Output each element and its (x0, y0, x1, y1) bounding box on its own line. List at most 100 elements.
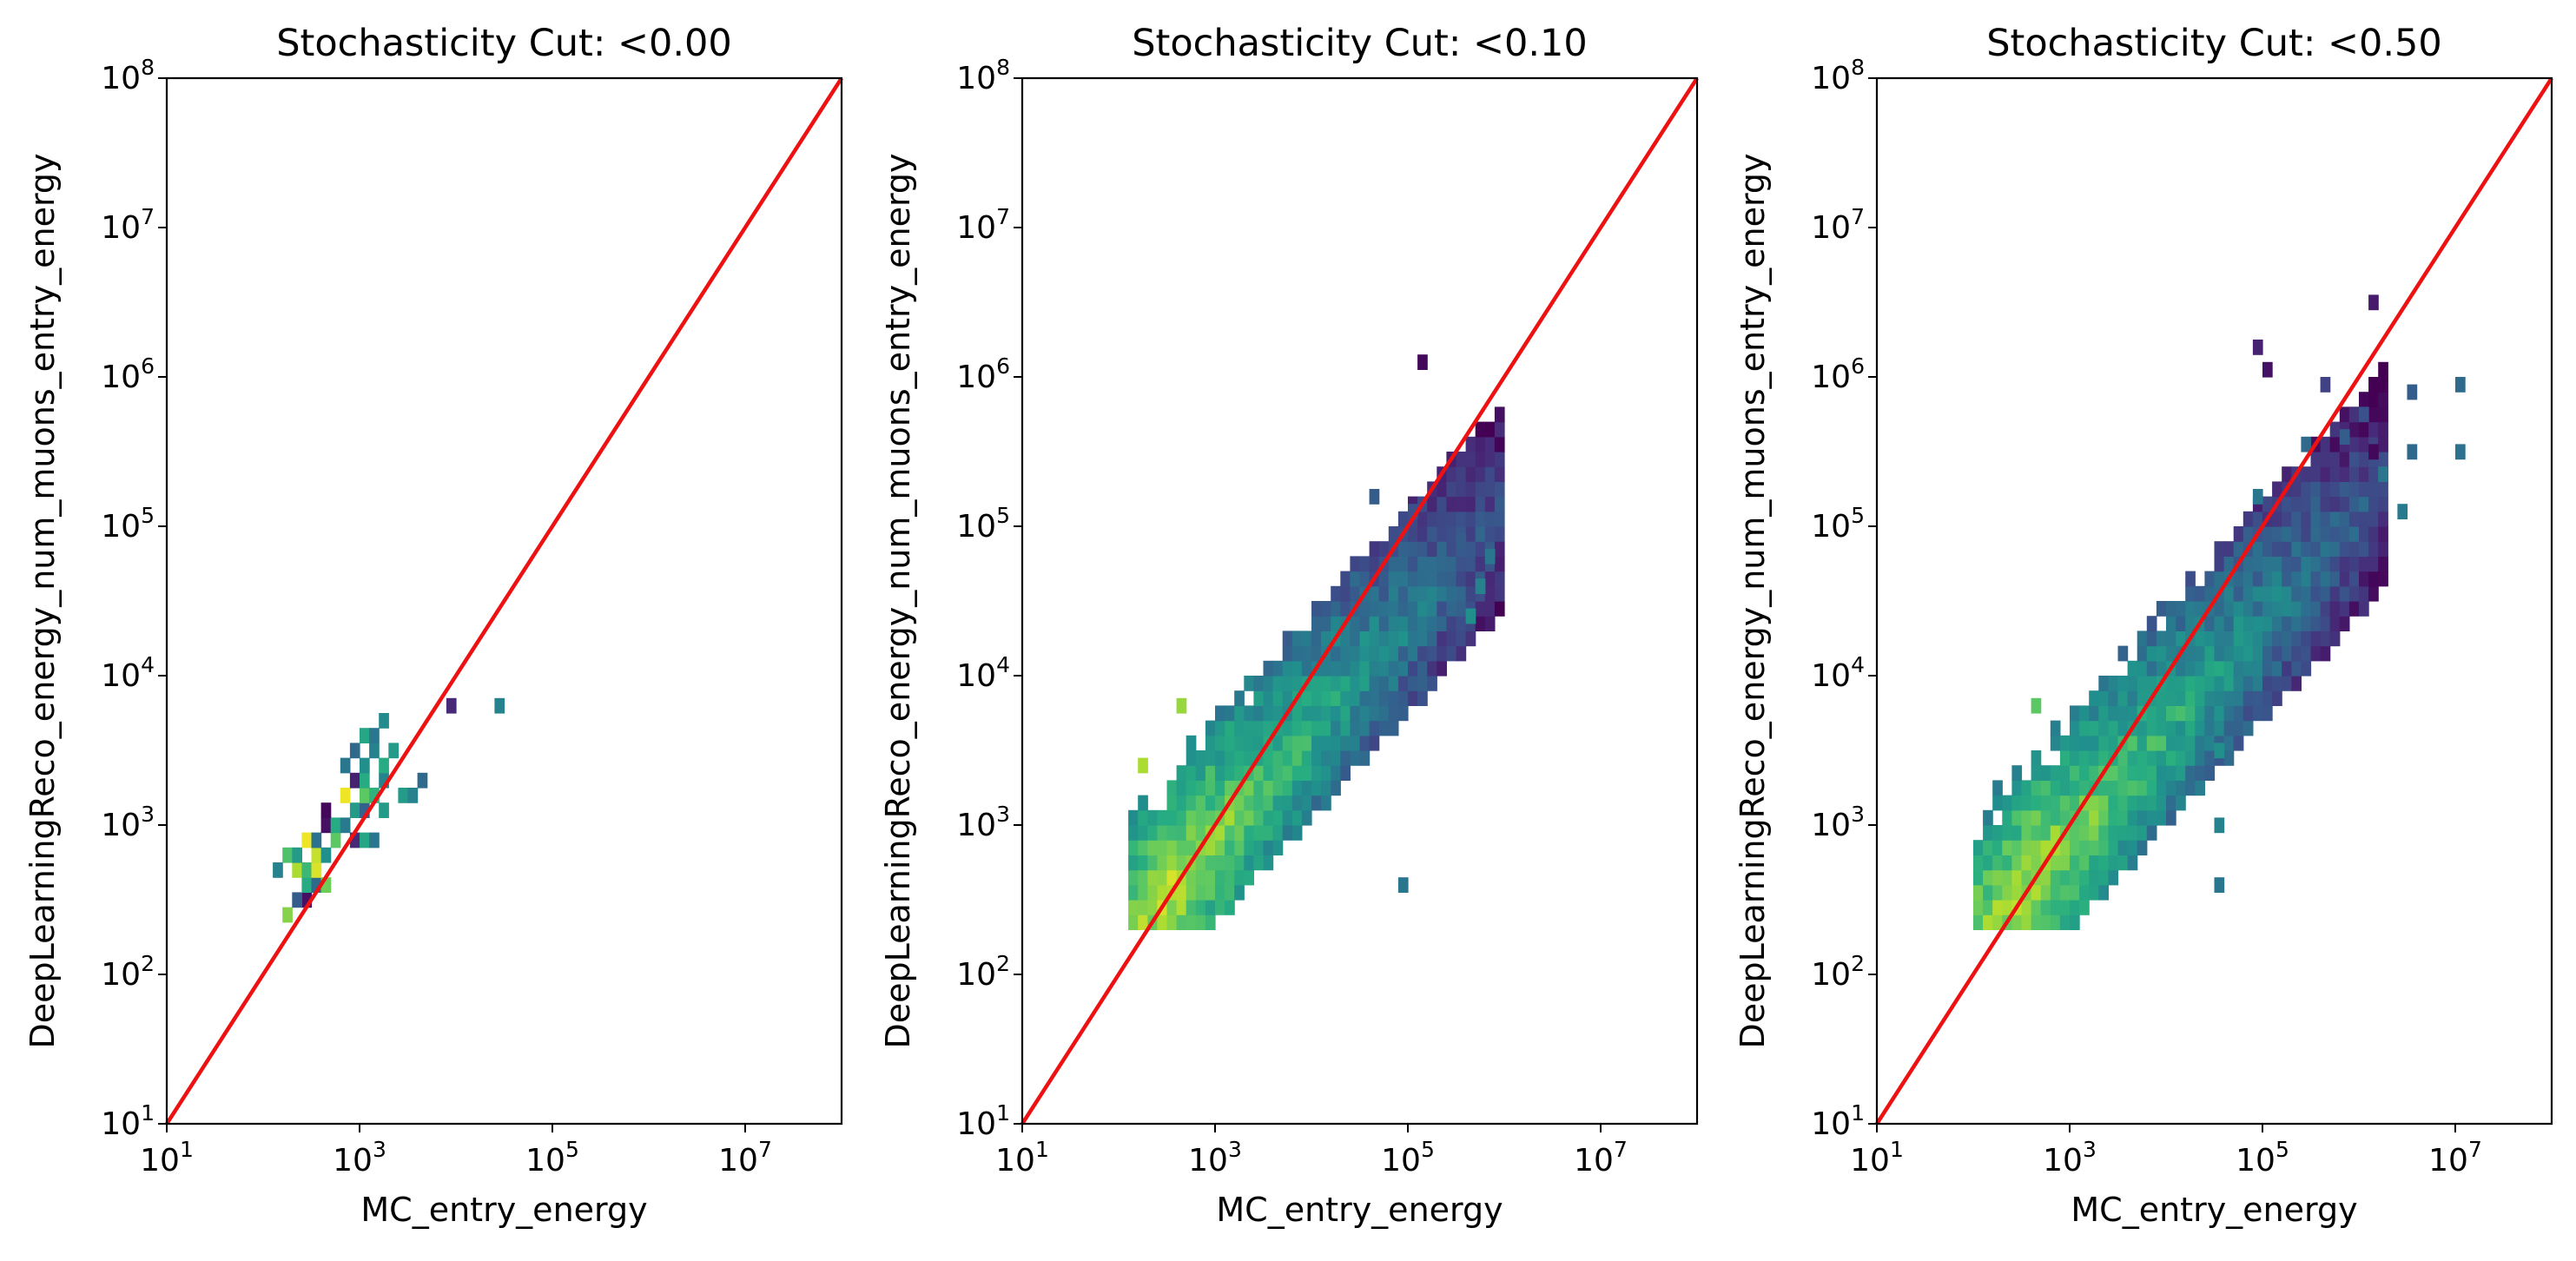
heatmap-cell (1244, 750, 1254, 766)
heatmap-cell (1311, 765, 1322, 781)
heatmap-cell (1350, 645, 1361, 662)
heatmap-cell (1340, 601, 1351, 617)
heatmap-cell (2368, 421, 2379, 438)
heatmap-cell (2214, 817, 2225, 834)
heatmap-cell (2320, 452, 2331, 467)
heatmap-cell (2320, 466, 2331, 482)
heatmap-cell (1397, 645, 1409, 662)
heatmap-cell (2070, 720, 2080, 736)
heatmap-cell (2098, 735, 2109, 751)
heatmap-cell (1263, 690, 1274, 706)
heatmap-cell (2262, 556, 2273, 572)
heatmap-cell (1321, 720, 1331, 736)
heatmap-cell (1475, 616, 1486, 631)
heatmap-cell (1408, 616, 1418, 631)
heatmap-cell (1138, 914, 1148, 930)
heatmap-cell (1253, 690, 1265, 706)
heatmap-cell (1397, 660, 1409, 677)
heatmap-cell (1494, 436, 1505, 452)
heatmap-cell (2223, 585, 2235, 602)
heatmap-cell (1205, 900, 1216, 915)
heatmap-cell (340, 817, 351, 834)
heatmap-cell (2204, 750, 2216, 766)
heatmap-cell (2301, 571, 2312, 587)
heatmap-cell (2204, 645, 2216, 662)
heatmap-cell (2108, 735, 2119, 751)
heatmap-cell (2002, 825, 2012, 841)
heatmap-cell (1195, 825, 1206, 841)
heatmap-cell (1225, 705, 1235, 722)
heatmap-cell (1331, 616, 1341, 631)
heatmap-cell (2156, 645, 2167, 662)
heatmap-cell (2272, 526, 2282, 542)
heatmap-cell (1992, 884, 2003, 901)
heatmap-cell (2195, 585, 2205, 602)
heatmap-cell (2262, 690, 2273, 706)
heatmap-cell (1263, 795, 1274, 811)
heatmap-cell (1272, 809, 1284, 826)
heatmap-cell (2002, 840, 2012, 855)
heatmap-cell (1369, 720, 1380, 736)
heatmap-cell (2348, 466, 2360, 482)
heatmap-cell (2089, 869, 2099, 886)
heatmap-cell (1282, 750, 1293, 766)
heatmap-cell (1263, 750, 1274, 766)
heatmap-cell (2185, 601, 2196, 617)
heatmap-cell (1369, 541, 1380, 557)
heatmap-cell (2252, 616, 2263, 631)
heatmap-cell (2127, 750, 2138, 766)
heatmap-cell (1263, 720, 1274, 736)
heatmap-cell (1369, 690, 1380, 706)
heatmap-cell (2127, 765, 2138, 781)
heatmap-cell (2021, 795, 2032, 811)
heatmap-cell (1321, 750, 1331, 766)
heatmap-cell (1186, 795, 1197, 811)
heatmap-cell (1456, 571, 1467, 587)
heatmap-cell (2166, 809, 2176, 826)
heatmap-cell (360, 728, 370, 743)
heatmap-cell (1350, 735, 1361, 751)
heatmap-cell (1494, 406, 1505, 423)
heatmap-cell (1263, 840, 1274, 855)
heatmap-cell (1311, 780, 1322, 796)
heatmap-cell (1282, 795, 1293, 811)
heatmap-cell (1340, 571, 1351, 587)
heatmap-cell (1446, 616, 1457, 631)
heatmap-cell (1225, 869, 1235, 886)
y-axis-label: DeepLearningReco_energy_num_muons_entry_… (23, 153, 62, 1048)
heatmap-cell (1992, 900, 2003, 915)
heatmap-cell (1408, 541, 1418, 557)
heatmap-cell (1234, 855, 1245, 871)
heatmap-cell (1397, 541, 1409, 557)
heatmap-cell (1301, 765, 1312, 781)
heatmap-cell (379, 713, 389, 729)
heatmap-cell (2204, 705, 2216, 722)
heatmap-cell (1350, 750, 1361, 766)
heatmap-cell (2031, 750, 2042, 766)
heatmap-cell (1494, 511, 1505, 527)
heatmap-cell (2050, 900, 2061, 915)
heatmap-cell (2339, 481, 2350, 498)
heatmap-cell (2098, 855, 2109, 871)
heatmap-cell (1417, 354, 1428, 370)
heatmap-cell (1340, 660, 1351, 677)
heatmap-cell (2301, 616, 2312, 631)
heatmap-cell (1205, 840, 1216, 855)
heatmap-cell (1147, 884, 1158, 901)
heatmap-cell (1350, 676, 1361, 691)
heatmap-cell (1397, 511, 1409, 527)
heatmap-cell (2070, 869, 2080, 886)
heatmap-cell (1494, 571, 1505, 587)
heatmap-cell (1272, 825, 1284, 841)
heatmap-cell (2272, 645, 2282, 662)
heatmap-cell (1215, 795, 1225, 811)
heatmap-cell (1186, 765, 1197, 781)
heatmap-cell (1494, 452, 1505, 467)
heatmap-cell (1166, 809, 1178, 826)
heatmap-cell (1427, 556, 1437, 572)
heatmap-cell (2329, 496, 2341, 512)
heatmap-cell (1350, 571, 1361, 587)
heatmap-cell (2272, 571, 2282, 587)
heatmap-cell (2070, 900, 2080, 915)
heatmap-cell (2233, 526, 2244, 542)
